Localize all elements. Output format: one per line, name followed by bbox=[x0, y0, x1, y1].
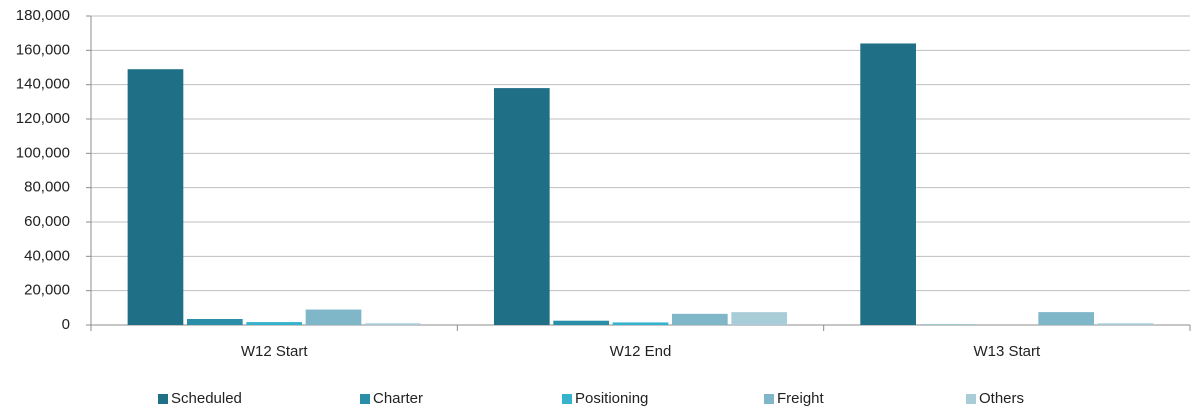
legend-swatch bbox=[562, 394, 572, 404]
bar bbox=[305, 309, 362, 325]
bar bbox=[860, 43, 916, 325]
y-tick-label: 40,000 bbox=[24, 247, 70, 264]
bar bbox=[731, 312, 788, 325]
y-tick-label: 0 bbox=[62, 316, 70, 333]
legend-label: Freight bbox=[777, 390, 825, 407]
bar bbox=[1097, 323, 1154, 325]
bar bbox=[672, 313, 728, 325]
y-tick-label: 60,000 bbox=[24, 213, 70, 230]
y-tick-label: 140,000 bbox=[16, 76, 70, 93]
y-tick-label: 100,000 bbox=[16, 144, 70, 161]
bar bbox=[186, 318, 243, 325]
y-tick-label: 20,000 bbox=[24, 282, 70, 299]
legend-label: Others bbox=[979, 390, 1024, 407]
bar bbox=[612, 322, 669, 325]
legend-label: Positioning bbox=[575, 390, 648, 407]
bar bbox=[553, 320, 609, 325]
legend-swatch bbox=[764, 394, 774, 404]
x-tick-label: W13 Start bbox=[973, 343, 1041, 360]
y-tick-label: 80,000 bbox=[24, 179, 70, 196]
y-tick-label: 160,000 bbox=[16, 41, 70, 58]
x-tick-label: W12 Start bbox=[241, 343, 309, 360]
legend-swatch bbox=[360, 394, 370, 404]
bar bbox=[1038, 312, 1095, 325]
y-tick-label: 180,000 bbox=[16, 7, 70, 24]
bar bbox=[493, 88, 550, 325]
legend-label: Charter bbox=[373, 390, 423, 407]
bar bbox=[246, 322, 303, 325]
x-tick-label: W12 End bbox=[610, 343, 672, 360]
bar bbox=[127, 69, 184, 325]
bar bbox=[365, 323, 421, 325]
legend-swatch bbox=[966, 394, 976, 404]
legend-swatch bbox=[158, 394, 168, 404]
legend-label: Scheduled bbox=[171, 390, 242, 407]
y-tick-label: 120,000 bbox=[16, 110, 70, 127]
